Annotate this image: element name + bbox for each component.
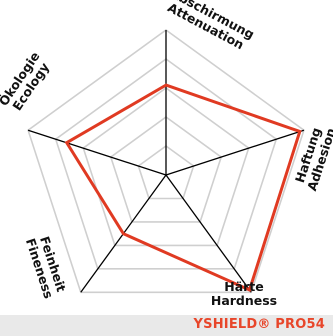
radar-series <box>64 83 302 293</box>
radar-grid <box>27 29 305 294</box>
radar-chart: AbschirmungAttenuationHaftungAdhesionHär… <box>0 0 333 308</box>
product-name: YSHIELD® PRO54 <box>193 317 325 332</box>
axis-label-hardness: Härte Hardness <box>211 279 277 308</box>
axis-label-ecology: ÖkologieEcology <box>0 49 54 116</box>
footer-bar: YSHIELD® PRO54 <box>0 315 333 336</box>
grid-ring-5 <box>27 29 305 294</box>
grid-ring-2 <box>109 116 223 223</box>
grid-ring-3 <box>82 87 250 247</box>
grid-ring-4 <box>54 58 278 270</box>
axis-spoke-ecology <box>27 129 167 176</box>
series-polygon <box>64 83 302 293</box>
axis-label-fineness: FeinheitFineness <box>23 232 70 300</box>
axis-spoke-adhesion <box>165 129 305 176</box>
axis-label-attenuation: AbschirmungAttenuation <box>161 0 256 54</box>
grid-ring-1 <box>137 145 195 200</box>
axis-label-hardness-line-2: Hardness <box>211 293 277 308</box>
axis-spoke-hardness <box>165 174 252 293</box>
axis-label-hardness-line-1: Härte <box>224 279 264 294</box>
